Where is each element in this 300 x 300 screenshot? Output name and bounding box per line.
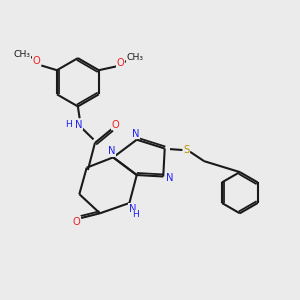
Text: CH₃: CH₃	[14, 50, 30, 59]
Text: O: O	[117, 58, 124, 68]
Text: O: O	[112, 120, 120, 130]
Text: N: N	[108, 146, 116, 157]
Text: O: O	[73, 217, 80, 226]
Text: H: H	[66, 120, 73, 129]
Text: N: N	[129, 204, 136, 214]
Text: O: O	[33, 56, 41, 66]
Text: N: N	[166, 173, 173, 183]
Text: H: H	[132, 210, 139, 219]
Text: N: N	[131, 129, 139, 139]
Text: S: S	[183, 145, 190, 155]
Text: N: N	[75, 120, 82, 130]
Text: CH₃: CH₃	[127, 53, 144, 62]
